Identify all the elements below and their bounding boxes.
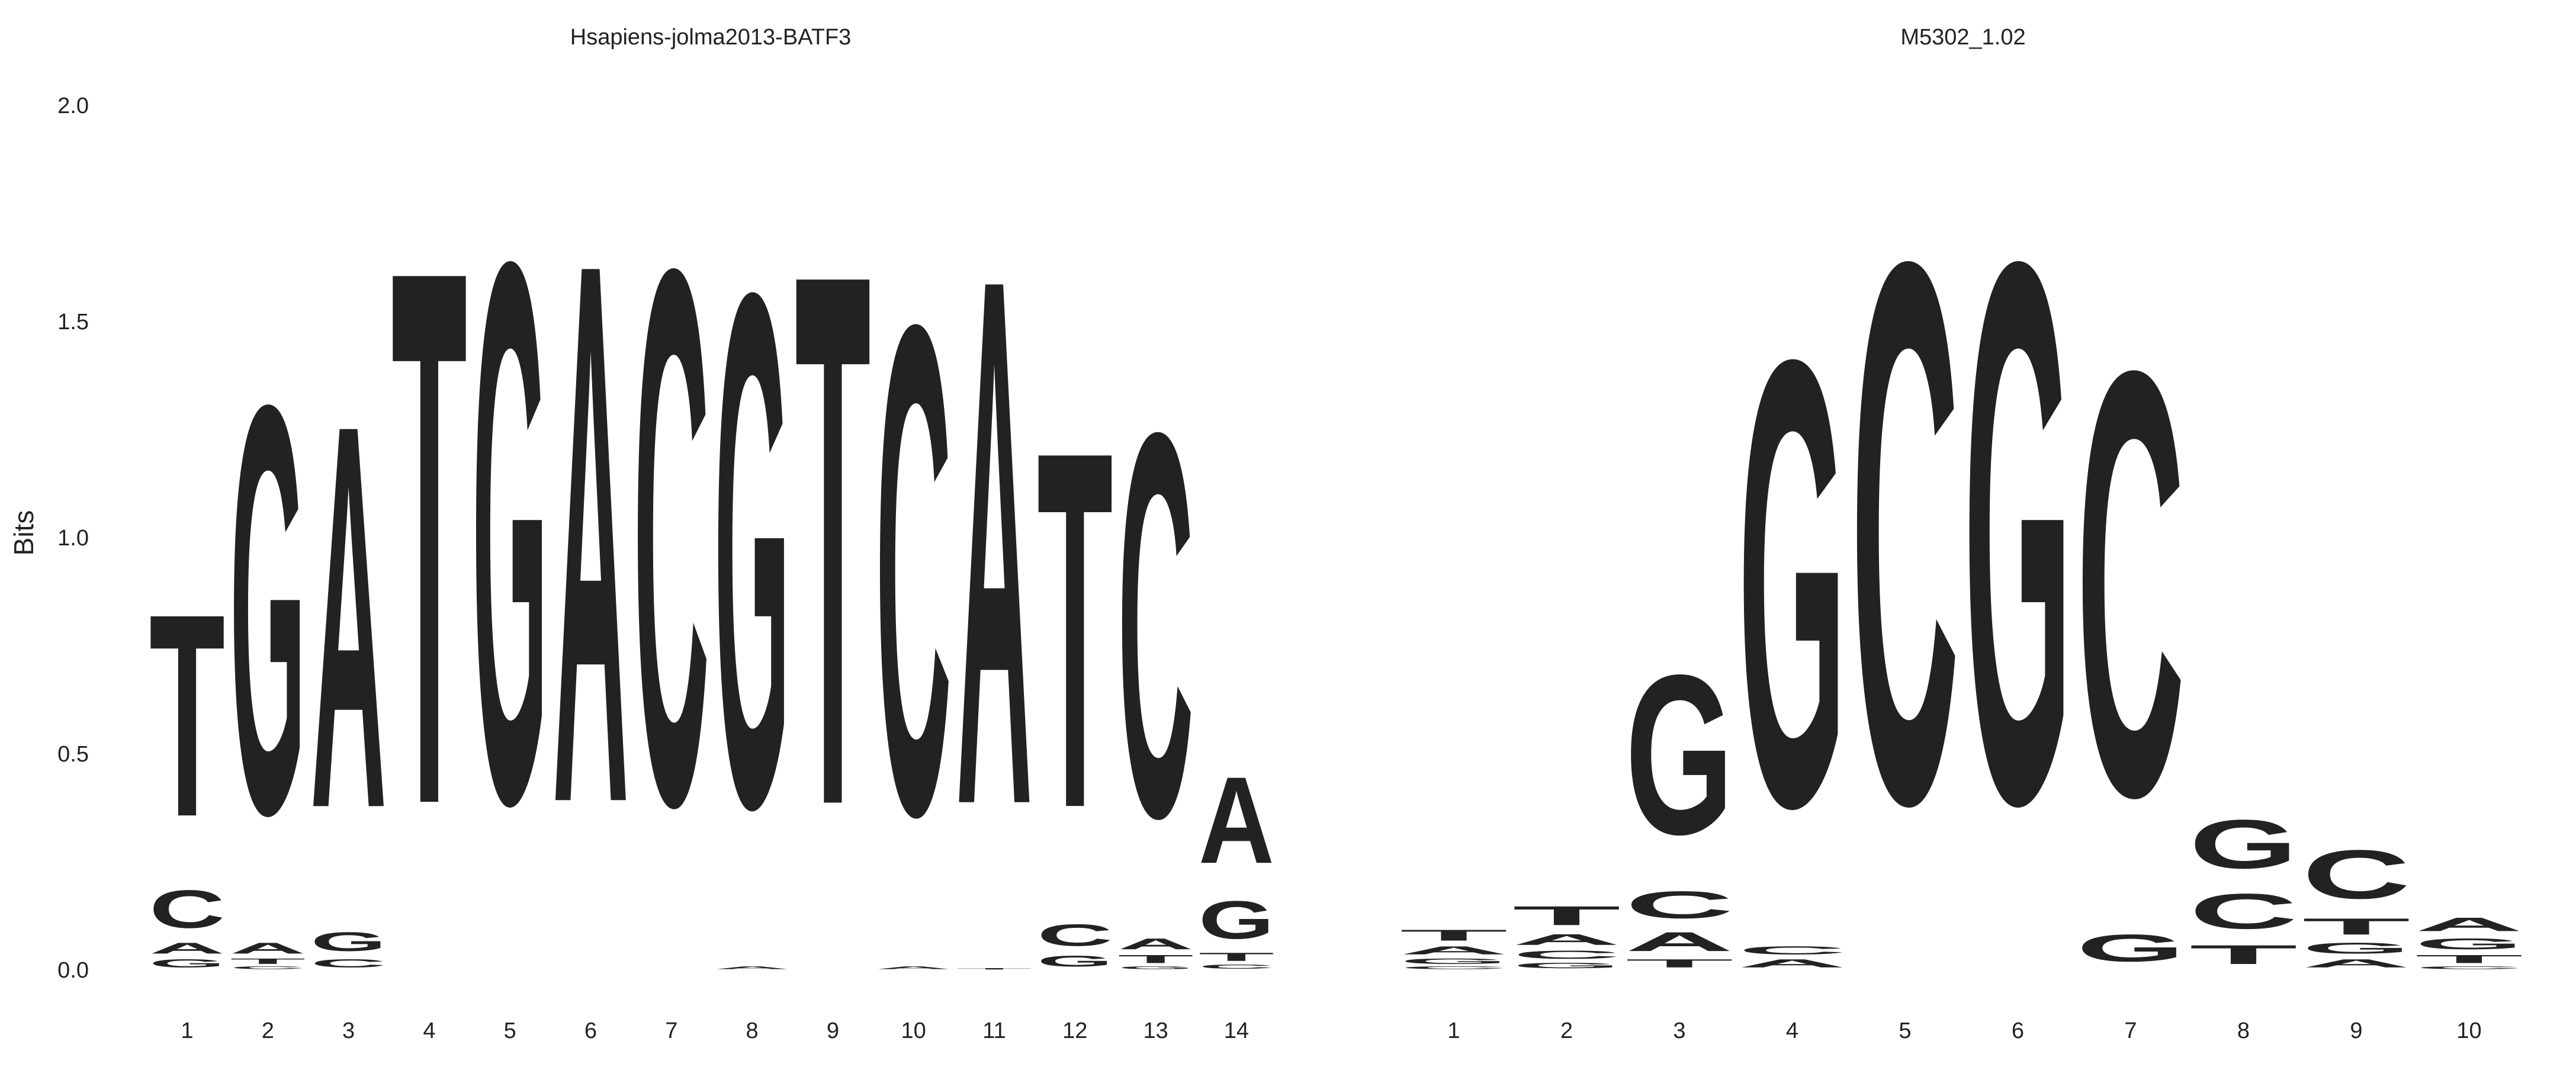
x-tick-label: 5 — [504, 1018, 516, 1043]
logo-letter-A: A — [1738, 957, 1846, 970]
logo-letter-A: A — [2302, 957, 2411, 970]
logo-letter-G: G — [311, 927, 387, 957]
logo-letter-G: G — [2302, 940, 2411, 957]
logo-letter-G: G — [2415, 936, 2523, 953]
logo-letter-T: T — [2189, 940, 2298, 970]
logo-letter-A: A — [1400, 944, 1508, 957]
x-tick-label: 4 — [1786, 1018, 1798, 1043]
logo-letter-G: G — [1037, 953, 1113, 970]
logo-letter-T: T — [2302, 914, 2411, 940]
logo-letter-A: A — [1199, 752, 1274, 890]
logo-letter-G: G — [1512, 961, 1621, 970]
x-tick-label: 3 — [1673, 1018, 1685, 1043]
logo-letter-C: C — [1738, 944, 1846, 957]
logo-letter-C: C — [1512, 948, 1621, 961]
x-tick-label: 9 — [827, 1018, 839, 1043]
x-tick-label: 14 — [1224, 1018, 1249, 1043]
x-tick-label: 1 — [181, 1018, 193, 1043]
logo-letter-C: C — [1626, 883, 1734, 927]
logo-letter-A: A — [2415, 914, 2523, 935]
logo-letter-A: A — [1626, 927, 1734, 957]
logo-letter-C: C — [1400, 966, 1508, 970]
x-tick-label: 6 — [2012, 1018, 2024, 1043]
y-tick-label: 1.0 — [57, 526, 89, 551]
logo-letter-T: T — [149, 554, 225, 877]
x-tick-label: 5 — [1899, 1018, 1911, 1043]
logo-letter-T: T — [1037, 345, 1113, 914]
x-tick-label: 3 — [342, 1018, 355, 1043]
logo-letter-C: C — [311, 957, 387, 970]
logo-letter-T: T — [230, 957, 306, 965]
logo-letter-G: G — [1626, 627, 1734, 882]
x-tick-label: 8 — [2237, 1018, 2250, 1043]
x-tick-label: 7 — [2124, 1018, 2137, 1043]
logo-letter-C: C — [2189, 883, 2298, 940]
logo-letter-T: T — [1400, 927, 1508, 944]
logo-panel-right: M5302_1.02 1CGAT2GCAT3TACG4ACG5C6G7GC8TC… — [1400, 25, 2523, 1043]
logo-letter-C: C — [876, 179, 952, 960]
logo-letter-G: G — [149, 957, 225, 970]
logo-letter-C: C — [1118, 320, 1194, 931]
y-tick-label: 1.5 — [57, 310, 89, 335]
x-tick-label: 9 — [2350, 1018, 2362, 1043]
logo-letter-G: G — [2189, 806, 2298, 883]
logo-letter-G: G — [1199, 890, 1274, 950]
y-tick-label: 2.0 — [57, 94, 89, 118]
logo-letter-C: C — [1037, 918, 1113, 952]
x-tick-label: 4 — [423, 1018, 435, 1043]
y-tick-label: 0.5 — [57, 742, 89, 767]
right-chart-title: M5302_1.02 — [1900, 25, 2025, 50]
logo-letter-G: G — [714, 141, 790, 960]
y-axis-label: Bits — [8, 510, 39, 556]
logo-letter-A: A — [149, 940, 225, 957]
logo-letter-T: T — [1512, 901, 1621, 931]
logo-letter-C: C — [230, 966, 306, 970]
x-tick-label: 6 — [584, 1018, 597, 1043]
logo-letter-A: A — [956, 122, 1032, 962]
logo-letter-A: A — [553, 102, 629, 965]
logo-letter-C: C — [149, 879, 225, 939]
logo-letter-A: A — [311, 311, 387, 923]
logo-letter-T: T — [1199, 950, 1274, 963]
logo-letter-G: G — [230, 284, 306, 936]
logo-panel-left: Hsapiens-jolma2013-BATF3 0.0 0.5 1.0 1.5 2.0… — [57, 25, 1274, 1043]
logo-letter-A: A — [1118, 935, 1194, 952]
logo-letter-G: G — [1964, 102, 2072, 964]
x-tick-label: 13 — [1143, 1018, 1168, 1043]
x-tick-label: 2 — [1560, 1018, 1573, 1043]
x-tick-label: 1 — [1447, 1018, 1460, 1043]
logo-letter-G: G — [2077, 927, 2185, 970]
logo-letter-A: A — [876, 966, 952, 970]
logo-letter-C: C — [1199, 963, 1274, 970]
logo-letter-A: A — [230, 940, 306, 957]
logo-letter-T: T — [1118, 953, 1194, 966]
logo-letter-C: C — [2077, 245, 2185, 922]
logo-letter-T: T — [1626, 957, 1734, 970]
logo-letter-T: T — [2415, 953, 2523, 966]
x-tick-label: 11 — [982, 1018, 1006, 1043]
logo-letter-G: G — [1400, 957, 1508, 966]
logo-letter-T: T — [795, 114, 871, 964]
logo-letter-G: G — [1118, 966, 1194, 970]
logo-letter-C: C — [1851, 101, 1960, 963]
x-tick-label: 12 — [1062, 1018, 1087, 1043]
logo-letter-T: T — [956, 968, 1032, 970]
x-tick-label: 10 — [2456, 1018, 2481, 1043]
logo-letter-G: G — [1738, 227, 1846, 939]
logo-letter-G: G — [472, 101, 548, 963]
logo-letter-T: T — [391, 110, 467, 964]
x-tick-label: 8 — [746, 1018, 759, 1043]
y-tick-label: 0.0 — [57, 958, 89, 983]
logo-letter-C: C — [634, 111, 709, 965]
x-tick-label: 10 — [901, 1018, 926, 1043]
x-tick-label: 7 — [665, 1018, 677, 1043]
logo-letter-C: C — [2415, 966, 2523, 970]
logo-letter-A: A — [714, 966, 790, 970]
logo-letter-C: C — [2302, 835, 2411, 913]
logo-letter-A: A — [1512, 931, 1621, 948]
left-chart-title: Hsapiens-jolma2013-BATF3 — [570, 25, 852, 50]
x-tick-label: 2 — [262, 1018, 274, 1043]
